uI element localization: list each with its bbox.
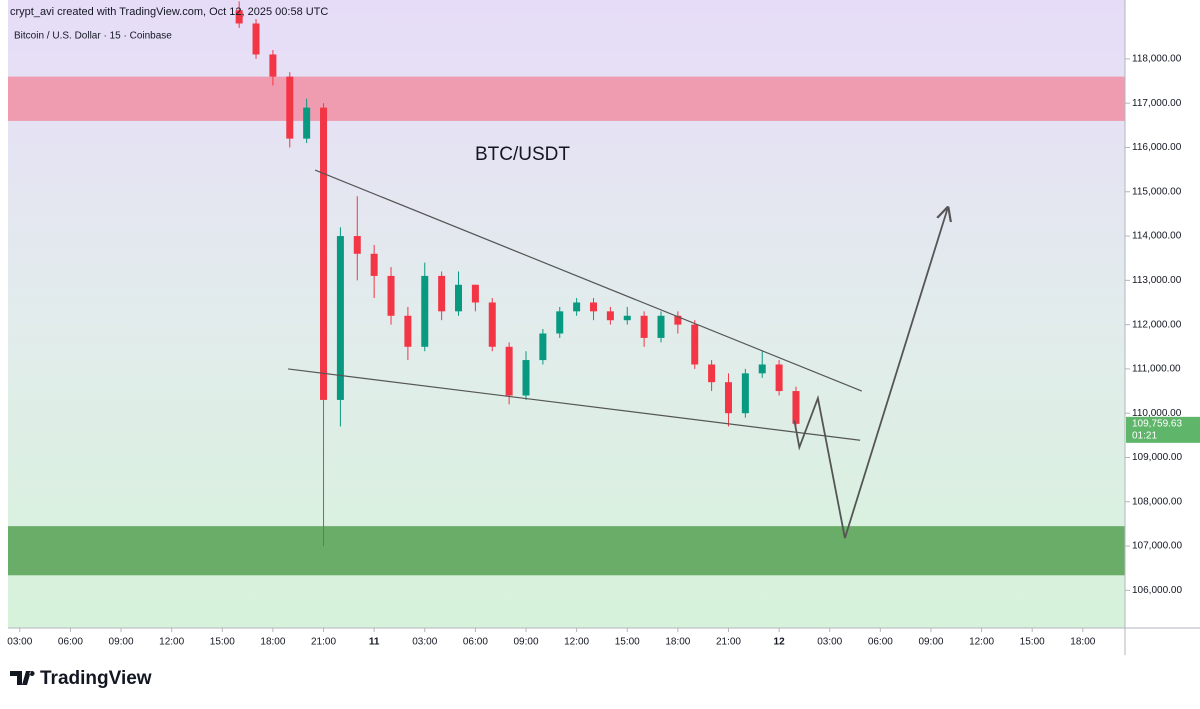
candle-body [336,236,344,400]
y-tick-label: 118,000.00 [1132,54,1182,65]
candle-body [674,315,682,325]
x-tick-label: 12:00 [564,637,589,648]
candle-body [556,311,564,334]
candle-body [471,284,479,303]
candle-body [353,236,361,254]
logo-mark [10,671,35,685]
candle-body [404,315,412,347]
candle-body [235,10,243,24]
x-tick-label: 11 [369,637,380,648]
countdown: 01:21 [1132,430,1157,441]
candle-body [455,284,463,312]
x-tick-label: 03:00 [817,637,842,648]
trendline [314,169,863,392]
x-tick-label: 15:00 [1020,637,1045,648]
y-tick-label: 108,000.00 [1132,496,1182,507]
candle-body [539,333,547,361]
x-tick-label: 15:00 [210,637,235,648]
y-tick-label: 115,000.00 [1132,186,1182,197]
candle-body [522,360,530,396]
x-tick-label: 18:00 [260,637,285,648]
candle-body [438,275,446,312]
candle-body [269,54,277,77]
x-tick-label: 03:00 [7,637,32,648]
candle-body [758,364,766,374]
x-tick-label: 21:00 [716,637,741,648]
candle-body [708,364,716,383]
credit: crypt_avi created with TradingView.com, … [10,6,328,18]
candle-body [488,302,496,347]
candle-body [370,253,378,276]
y-tick-label: 111,000.00 [1132,364,1181,375]
symbol: Bitcoin / U.S. Dollar · 15 · Coinbase [14,31,172,42]
candle-body [252,23,260,55]
y-tick-label: 109,000.00 [1132,452,1182,463]
y-tick-label: 112,000.00 [1132,319,1182,330]
candle-body [792,391,800,424]
candle-body [573,302,581,312]
candle-body [623,315,631,321]
annotation: BTC/USDT [475,144,570,165]
trendline [288,368,861,441]
candle-body [286,76,294,139]
candle-body [320,107,328,400]
projection-path [793,208,948,539]
x-tick-label: 06:00 [463,637,488,648]
x-tick-label: 09:00 [109,637,134,648]
candle-body [421,275,429,347]
candle-body [606,311,614,321]
x-tick-label: 18:00 [1070,637,1095,648]
x-tick-label: 06:00 [58,637,83,648]
x-tick-label: 12:00 [969,637,994,648]
candle-body [640,315,648,338]
x-tick-label: 12:00 [159,637,184,648]
zone [8,76,1125,121]
x-tick-label: 18:00 [665,637,690,648]
x-tick-label: 21:00 [311,637,336,648]
candle-body [387,275,395,316]
x-tick-label: 06:00 [868,637,893,648]
candle-body [589,302,597,312]
x-tick-label: 15:00 [615,637,640,648]
candle-body [691,324,699,365]
candle-body [303,107,311,139]
last-price-box [1126,416,1200,443]
y-tick-label: 106,000.00 [1132,585,1182,596]
y-tick-label: 114,000.00 [1132,231,1182,242]
y-tick-label: 113,000.00 [1132,275,1182,286]
y-tick-label: 107,000.00 [1132,541,1182,552]
x-tick-label: 09:00 [918,637,943,648]
candle-body [741,373,749,414]
x-tick-label: 12 [774,637,786,648]
x-tick-label: 09:00 [513,637,538,648]
candle-body [657,315,665,338]
y-tick-label: 110,000.00 [1132,408,1182,419]
last-price-label: 109,759.63 [1132,418,1182,429]
zone [8,526,1125,576]
candle-body [724,382,732,414]
candle-body [775,364,783,392]
candle-body [505,346,513,396]
y-tick-label: 117,000.00 [1132,98,1182,109]
x-tick-label: 03:00 [412,637,437,648]
y-tick-label: 116,000.00 [1132,142,1182,153]
logo: TradingView [40,668,152,689]
